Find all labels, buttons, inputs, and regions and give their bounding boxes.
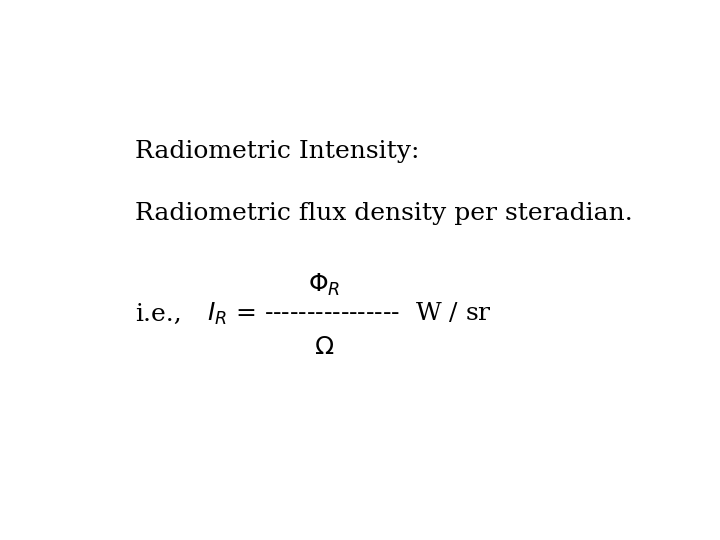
Text: $I_R$ = ----------------  W / sr: $I_R$ = ---------------- W / sr bbox=[207, 301, 492, 327]
Text: $\Omega$: $\Omega$ bbox=[314, 336, 335, 359]
Text: i.e.,: i.e., bbox=[135, 303, 181, 326]
Text: Radiometric Intensity:: Radiometric Intensity: bbox=[135, 140, 419, 163]
Text: Radiometric flux density per steradian.: Radiometric flux density per steradian. bbox=[135, 202, 632, 225]
Text: $\it{\Phi}_R$: $\it{\Phi}_R$ bbox=[308, 272, 341, 298]
